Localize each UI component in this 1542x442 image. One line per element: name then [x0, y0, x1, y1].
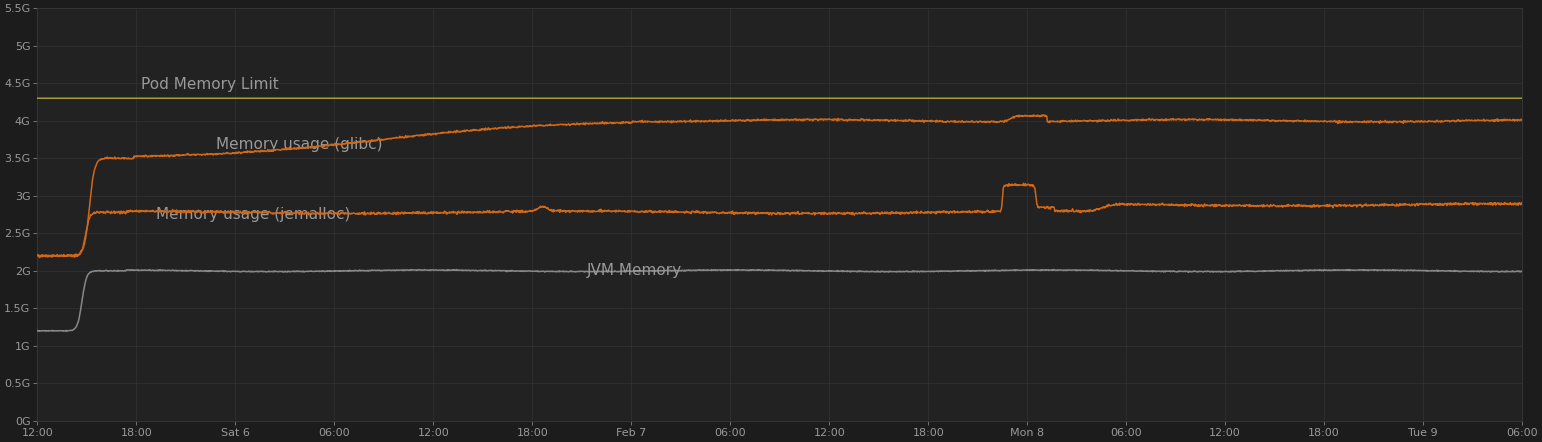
- Text: Pod Memory Limit: Pod Memory Limit: [142, 77, 279, 92]
- Text: JVM Memory: JVM Memory: [588, 263, 682, 278]
- Text: Memory usage (jemalloc): Memory usage (jemalloc): [156, 207, 350, 222]
- Text: Memory usage (glibc): Memory usage (glibc): [216, 137, 382, 152]
